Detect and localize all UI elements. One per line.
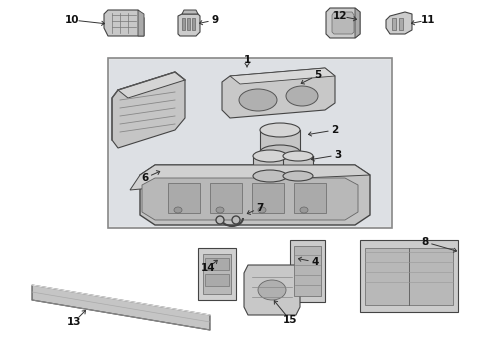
- Ellipse shape: [216, 216, 224, 224]
- Bar: [210, 183, 242, 213]
- Ellipse shape: [216, 207, 224, 213]
- Polygon shape: [230, 68, 335, 84]
- Text: 11: 11: [421, 15, 435, 25]
- Bar: [203, 254, 231, 294]
- Bar: [187, 18, 190, 30]
- Bar: [205, 274, 229, 286]
- Bar: [192, 18, 195, 30]
- Text: 7: 7: [256, 203, 264, 213]
- Bar: [392, 18, 396, 30]
- Bar: [168, 183, 200, 213]
- Ellipse shape: [260, 123, 300, 137]
- Ellipse shape: [283, 151, 313, 161]
- Text: 10: 10: [65, 15, 79, 25]
- Polygon shape: [182, 10, 198, 14]
- Bar: [294, 183, 326, 213]
- Polygon shape: [32, 285, 210, 330]
- Polygon shape: [118, 72, 185, 98]
- Bar: [252, 183, 284, 213]
- Ellipse shape: [174, 207, 182, 213]
- Bar: [283, 156, 313, 176]
- Polygon shape: [178, 14, 200, 36]
- Text: 4: 4: [311, 257, 318, 267]
- Polygon shape: [244, 265, 300, 315]
- Polygon shape: [140, 165, 370, 225]
- Text: 9: 9: [212, 15, 219, 25]
- Polygon shape: [138, 10, 144, 36]
- Polygon shape: [142, 178, 358, 220]
- Polygon shape: [386, 12, 412, 34]
- Ellipse shape: [286, 86, 318, 106]
- Ellipse shape: [232, 216, 240, 224]
- Polygon shape: [355, 8, 360, 38]
- Bar: [205, 258, 229, 270]
- Polygon shape: [112, 72, 185, 148]
- Polygon shape: [332, 12, 354, 34]
- Bar: [365, 248, 453, 305]
- Bar: [182, 18, 185, 30]
- Text: 14: 14: [201, 263, 215, 273]
- Text: 2: 2: [331, 125, 339, 135]
- Text: 15: 15: [283, 315, 297, 325]
- Bar: [198, 248, 236, 300]
- Bar: [260, 130, 300, 152]
- Ellipse shape: [239, 89, 277, 111]
- Bar: [294, 246, 321, 296]
- Text: 6: 6: [142, 173, 148, 183]
- Bar: [399, 18, 403, 30]
- Ellipse shape: [258, 207, 266, 213]
- Bar: [253, 156, 287, 176]
- Text: 3: 3: [334, 150, 342, 160]
- Ellipse shape: [253, 150, 287, 162]
- Bar: [108, 58, 392, 228]
- Polygon shape: [290, 240, 325, 302]
- Text: 1: 1: [244, 55, 250, 65]
- Ellipse shape: [258, 280, 286, 300]
- Polygon shape: [104, 10, 144, 36]
- Polygon shape: [222, 68, 335, 118]
- Ellipse shape: [253, 170, 287, 182]
- Polygon shape: [130, 165, 370, 190]
- Text: 12: 12: [333, 11, 347, 21]
- Bar: [110, 60, 390, 226]
- Text: 13: 13: [67, 317, 81, 327]
- Ellipse shape: [260, 145, 300, 159]
- Text: 5: 5: [315, 70, 321, 80]
- Polygon shape: [326, 8, 360, 38]
- Text: 8: 8: [421, 237, 429, 247]
- Ellipse shape: [300, 207, 308, 213]
- Ellipse shape: [283, 171, 313, 181]
- Polygon shape: [360, 240, 458, 312]
